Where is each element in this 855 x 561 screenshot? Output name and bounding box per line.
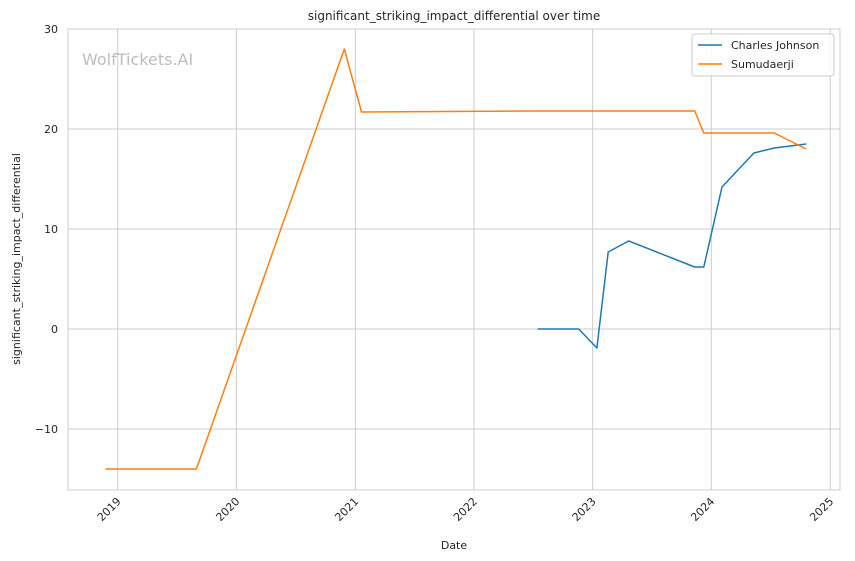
x-tick-label-2022: 2022 bbox=[451, 495, 480, 524]
y-tick-label: 0 bbox=[51, 323, 58, 336]
y-tick-label: 30 bbox=[44, 23, 58, 36]
x-tick-label-2020: 2020 bbox=[213, 495, 242, 524]
chart-title: significant_striking_impact_differential… bbox=[308, 9, 600, 23]
x-axis-ticks: 2019 2020 2021 2022 2023 2024 2025 bbox=[95, 495, 837, 524]
y-tick-label: 10 bbox=[44, 223, 58, 236]
plot-area bbox=[68, 29, 840, 490]
series-layer bbox=[105, 48, 807, 470]
y-tick-label: 20 bbox=[44, 123, 58, 136]
series-line-sumudaerji bbox=[105, 48, 807, 470]
x-tick-label-2025: 2025 bbox=[807, 495, 836, 524]
plot-frame bbox=[67, 28, 841, 491]
legend-label-charles-johnson: Charles Johnson bbox=[731, 39, 819, 52]
x-tick-label-2019: 2019 bbox=[95, 495, 124, 524]
series-line-charles-johnson bbox=[537, 143, 807, 349]
y-axis-title: significant_striking_impact_differential bbox=[10, 153, 23, 365]
x-tick-label-2023: 2023 bbox=[570, 495, 599, 524]
legend-box bbox=[691, 33, 835, 77]
watermark-text: WolfTickets.AI bbox=[82, 50, 193, 69]
x-tick-label-2021: 2021 bbox=[332, 495, 361, 524]
y-tick-label: −10 bbox=[35, 423, 58, 436]
y-axis-ticks: −10 0 10 20 30 bbox=[35, 23, 58, 436]
legend-label-sumudaerji: Sumudaerji bbox=[731, 58, 794, 71]
legend: Charles Johnson Sumudaerji bbox=[691, 33, 835, 77]
x-tick-label-2024: 2024 bbox=[688, 495, 717, 524]
x-axis-title: Date bbox=[441, 539, 468, 552]
